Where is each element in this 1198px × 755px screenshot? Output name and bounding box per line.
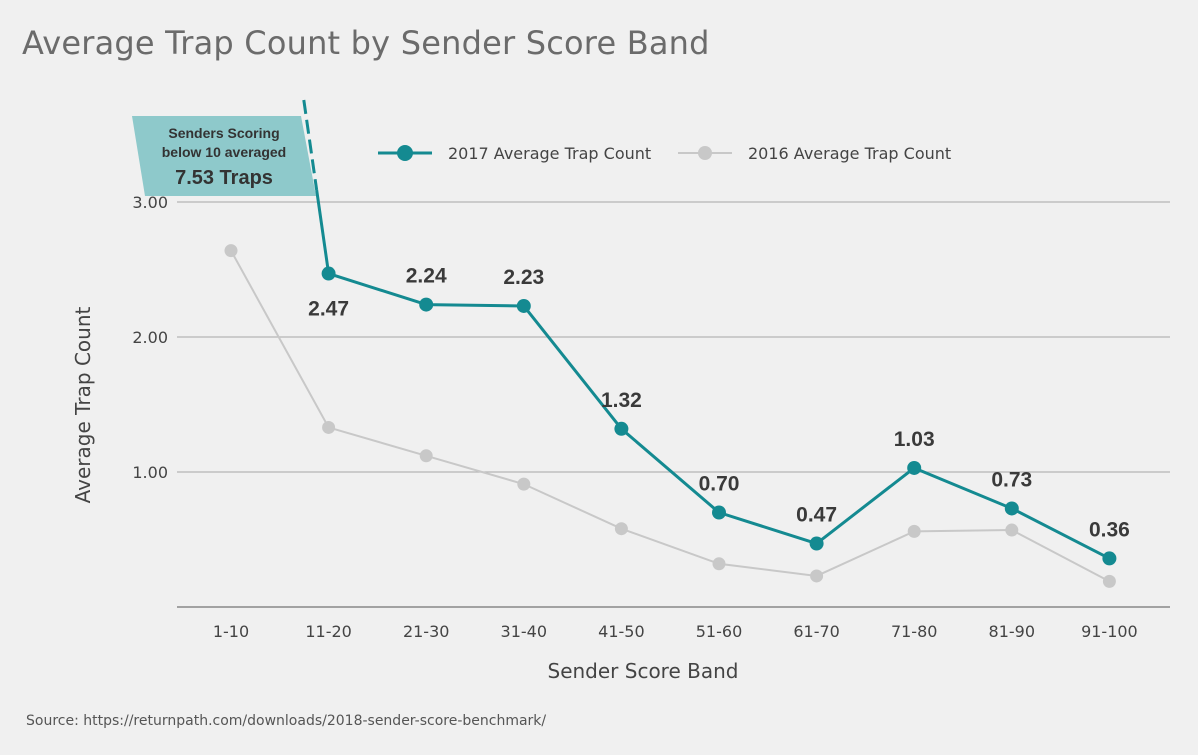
- data-label: 2.23: [503, 266, 544, 289]
- data-label: 1.03: [894, 428, 935, 451]
- x-tick-label: 1-10: [213, 622, 249, 641]
- series-2017-point: [1004, 501, 1019, 516]
- y-axis-title: Average Trap Count: [71, 307, 95, 504]
- callout-line-3: 7.53 Traps: [175, 167, 273, 189]
- legend-2016-label: 2016 Average Trap Count: [748, 144, 951, 163]
- x-tick-label: 11-20: [305, 622, 352, 641]
- legend-2017-label: 2017 Average Trap Count: [448, 144, 651, 163]
- series-2016-point: [712, 557, 726, 571]
- series-2017-point: [614, 421, 629, 436]
- legend: 2017 Average Trap Count 2016 Average Tra…: [378, 144, 951, 163]
- callout-box: [132, 116, 316, 196]
- x-tick-label: 61-70: [793, 622, 840, 641]
- series-2016: [224, 244, 1116, 588]
- series-2017-point: [907, 460, 922, 475]
- x-tick-label: 41-50: [598, 622, 645, 641]
- series-2016-line: [230, 250, 1110, 583]
- x-tick-label: 21-30: [403, 622, 450, 641]
- series-2016-point: [224, 244, 238, 258]
- series-2016-point: [1102, 574, 1116, 588]
- y-axis-ticks: 1.00 2.00 3.00: [132, 193, 168, 482]
- chart-title: Average Trap Count by Sender Score Band: [22, 24, 710, 62]
- source-note: Source: https://returnpath.com/downloads…: [26, 713, 547, 729]
- callout-line-2: below 10 averaged: [162, 144, 287, 160]
- data-label: 0.47: [796, 504, 837, 527]
- series-2016-point: [810, 569, 824, 583]
- x-axis-title: Sender Score Band: [548, 659, 739, 683]
- callout: Senders Scoring below 10 averaged 7.53 T…: [132, 116, 316, 196]
- x-tick-label: 31-40: [501, 622, 548, 641]
- data-label: 0.73: [991, 468, 1032, 491]
- series-2017: [302, 99, 1117, 566]
- series-2016-point: [419, 449, 433, 463]
- y-tick-label: 3.00: [132, 193, 168, 212]
- series-2016-point: [322, 420, 336, 434]
- series-2017-point: [809, 536, 824, 551]
- x-axis-ticks: 1-10 11-20 21-30 31-40 41-50 51-60 61-70 71-80 8…: [213, 622, 1138, 641]
- legend-2017-marker: [397, 145, 413, 161]
- data-label: 2.47: [308, 298, 349, 321]
- series-2017-line: [315, 189, 1111, 560]
- data-label: 0.70: [699, 473, 740, 496]
- series-2017-point: [1102, 551, 1117, 566]
- series-2017-point: [712, 505, 726, 520]
- series-2016-point: [907, 524, 921, 538]
- y-tick-label: 1.00: [132, 463, 168, 482]
- y-tick-label: 2.00: [132, 328, 168, 347]
- series-2016-point: [614, 522, 628, 536]
- data-label: 2.24: [406, 265, 447, 288]
- data-label: 1.32: [601, 389, 642, 412]
- series-2017-point: [516, 298, 531, 313]
- data-label: 0.36: [1089, 518, 1130, 541]
- x-tick-label: 51-60: [696, 622, 743, 641]
- grid-lines: [177, 201, 1170, 608]
- series-2016-point: [1005, 523, 1019, 537]
- x-tick-label: 81-90: [989, 622, 1036, 641]
- callout-line-1: Senders Scoring: [168, 125, 279, 141]
- series-2017-offscale-segment: [302, 99, 319, 191]
- series-2017-point: [321, 266, 336, 281]
- legend-2016-marker: [698, 146, 712, 160]
- series-2017-point: [419, 297, 434, 312]
- x-tick-label: 71-80: [891, 622, 938, 641]
- series-2016-point: [517, 477, 531, 491]
- x-tick-label: 91-100: [1081, 622, 1138, 641]
- data-labels: 2.47 2.24 2.23 1.32 0.70 0.47 1.03 0.73 0.36: [308, 265, 1130, 542]
